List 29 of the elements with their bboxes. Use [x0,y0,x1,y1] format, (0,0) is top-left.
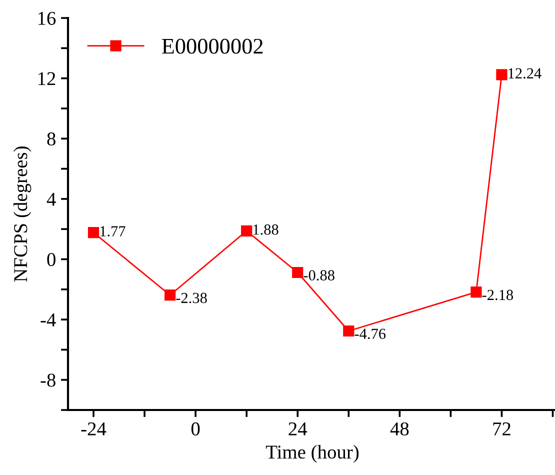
x-tick-label: 72 [493,422,510,436]
data-label: -2.38 [176,292,207,304]
x-axis-title: Time (hour) [266,444,359,463]
data-label: -4.76 [354,328,386,340]
x-tick-label: 48 [390,422,409,436]
data-label: 1.88 [253,224,278,235]
y-tick-label: 4 [46,192,56,206]
data-label: -0.88 [304,270,334,281]
y-tick-label: -4 [40,313,56,326]
y-tick-label: 16 [38,12,56,25]
point [88,226,100,238]
x-tick-label: 0 [191,422,200,436]
point [241,225,252,236]
legend-label: E00000002 [162,38,263,54]
y-axis-title: NFCPS (degrees) [14,146,32,282]
point [496,69,508,80]
y-tick-label: 0 [47,253,56,266]
x-tick-label: 24 [288,422,308,436]
y-tick-label: -8 [40,374,56,387]
point [470,286,482,298]
data-label: 1.77 [100,226,126,236]
data-label: -2.18 [482,290,514,300]
y-tick-label: 12 [38,72,56,86]
point [292,266,304,278]
data-label: 12.24 [508,68,542,79]
point [343,325,354,337]
y-tick-label: 8 [47,132,56,146]
point [164,290,176,301]
x-tick-label: -24 [81,422,106,436]
